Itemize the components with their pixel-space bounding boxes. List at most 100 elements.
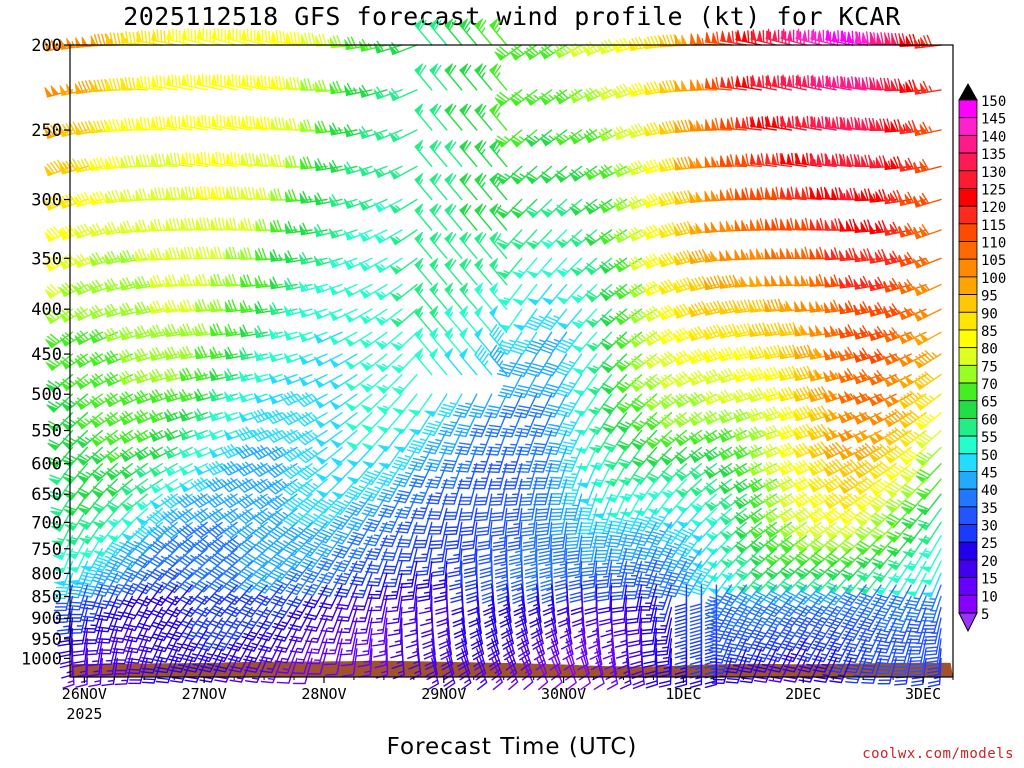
wind-barb [285, 77, 313, 91]
barb-shaft [180, 246, 208, 260]
barb-pennant [734, 220, 748, 231]
y-tick-label: 700 [31, 513, 62, 533]
barb-shaft [211, 73, 238, 91]
wind-barb [704, 190, 733, 202]
wind-barb [869, 155, 897, 169]
barb-shaft [659, 34, 688, 48]
barb-shaft [120, 76, 148, 91]
barb-pennant [444, 172, 454, 185]
barb-shaft [630, 123, 658, 139]
barb-pennant [489, 63, 499, 75]
barb-pennant [314, 81, 322, 93]
barb-shaft [46, 193, 74, 211]
barb-pennant [764, 218, 778, 230]
wind-barb [444, 103, 463, 131]
wind-barb [388, 88, 418, 102]
barb-pennant [74, 257, 84, 268]
barb-pennant [735, 116, 748, 129]
wind-barb [444, 139, 463, 168]
wind-barb [689, 157, 718, 169]
barb-pennant [749, 219, 763, 231]
barb-pennant [750, 29, 763, 43]
wind-barb [89, 223, 118, 237]
wind-barb [474, 203, 493, 231]
wind-barb [735, 29, 762, 46]
wind-barb [912, 224, 942, 240]
wind-barb [210, 151, 238, 168]
barb-pennant [613, 233, 624, 243]
barb-shaft [240, 74, 268, 91]
barb-shaft [196, 73, 223, 91]
barb-pennant [839, 117, 853, 130]
wind-barb [628, 227, 658, 242]
wind-barb [195, 246, 223, 259]
barb-pennant [509, 138, 522, 148]
wind-barb [135, 116, 163, 131]
wind-barb [120, 189, 148, 203]
barb-pennant [868, 222, 883, 235]
barb-pennant [299, 192, 307, 204]
barb-shaft [120, 155, 148, 168]
barb-pennant [584, 236, 596, 246]
wind-barb [211, 73, 238, 91]
barb-pennant [285, 119, 292, 131]
barb-pennant [74, 228, 84, 239]
wind-barb [105, 119, 133, 132]
wind-barb [165, 247, 193, 260]
barb-shaft [165, 74, 193, 91]
barb-shaft [585, 87, 613, 102]
barb-shaft [120, 220, 148, 234]
barb-pennant [674, 122, 682, 133]
wind-barb [89, 157, 118, 171]
wind-barb [59, 253, 89, 270]
wind-barb [241, 28, 268, 46]
barb-pennant [240, 116, 247, 128]
wind-barb [628, 123, 658, 139]
barb-pennant [883, 223, 898, 236]
barb-pennant [358, 166, 369, 177]
wind-barb [854, 188, 882, 202]
wind-barb [613, 228, 643, 244]
wind-barb [794, 152, 822, 168]
barb-pennant [210, 152, 217, 165]
barb-pennant [180, 187, 187, 199]
barb-shaft [570, 42, 598, 58]
barb-pennant [429, 63, 439, 75]
barb-pennant [659, 82, 667, 94]
barb-pennant [195, 152, 202, 165]
wind-barb [704, 77, 733, 91]
wind-barb [166, 28, 193, 46]
barb-pennant [255, 154, 262, 166]
barb-pennant [90, 81, 98, 93]
barb-shaft [180, 114, 208, 131]
barb-shaft [255, 153, 283, 168]
wind-barb [120, 155, 148, 168]
wind-barb [373, 129, 403, 141]
wind-barb [765, 74, 792, 91]
barb-shaft [135, 219, 163, 233]
barb-pennant [255, 188, 262, 200]
barb-shaft [165, 186, 193, 201]
barb-pennant [568, 47, 579, 58]
wind-barb [613, 83, 643, 99]
barb-pennant [444, 18, 454, 30]
barb-pennant [474, 172, 484, 185]
barb-pennant [780, 28, 793, 42]
barb-shaft [241, 28, 268, 46]
wind-barb [509, 129, 538, 148]
barb-pennant [300, 121, 307, 132]
barb-pennant [270, 118, 277, 130]
barb-pennant [90, 122, 98, 134]
barb-pennant [569, 206, 581, 216]
barb-pennant [211, 115, 217, 127]
barb-pennant [329, 124, 338, 136]
wind-barb [105, 156, 133, 170]
barb-shaft [195, 185, 223, 201]
barb-pennant [444, 63, 454, 75]
wind-barb [568, 42, 598, 58]
barb-shaft [660, 191, 688, 207]
barb-shaft [120, 189, 148, 203]
barb-pennant [704, 119, 718, 131]
wind-barb [120, 118, 148, 131]
